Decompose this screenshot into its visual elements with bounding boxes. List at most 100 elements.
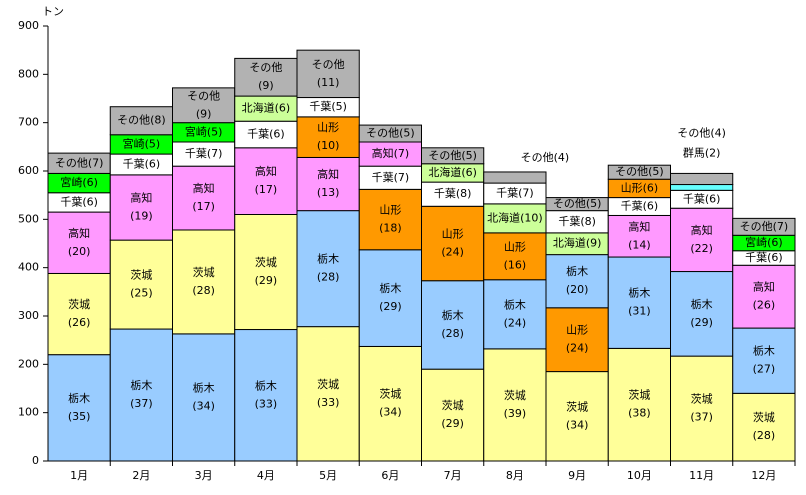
segment-share: (38) [628, 407, 651, 420]
segment-name: その他 [677, 126, 710, 139]
bar-segment [172, 229, 236, 335]
segment-share: (28) [192, 284, 215, 297]
bar-segment [483, 171, 547, 184]
y-tick-label: 200 [18, 357, 39, 370]
segment-label: 千葉(8) [434, 186, 472, 200]
segment-label: 群馬(2) [683, 145, 721, 159]
segment-name: 茨城 [193, 265, 215, 279]
segment-label: 山形(6) [621, 181, 659, 194]
y-tick-label: 900 [18, 19, 39, 32]
y-tick-label: 600 [18, 164, 39, 177]
segment-label: 千葉(6) [60, 194, 98, 208]
segment-label: 宮崎(6) [745, 235, 783, 249]
segment-name: 栃木 [504, 297, 526, 311]
segment-share: (5) [207, 125, 223, 138]
segment-share: (6) [767, 236, 783, 249]
segment-name: 山形 [442, 228, 464, 241]
bar-segment [109, 106, 173, 136]
segment-name: その他 [55, 156, 88, 169]
segment-share: (16) [504, 258, 527, 271]
bar-segment [670, 271, 734, 357]
segment-name: 栃木 [442, 308, 464, 322]
segment-name: 高知 [753, 280, 775, 294]
bar-segment [732, 217, 796, 236]
segment-share: (10) [520, 211, 543, 224]
segment-share: (14) [628, 238, 651, 251]
bar-segment [483, 348, 547, 462]
segment-name: 山形 [566, 324, 588, 337]
segment-share: (29) [441, 417, 464, 430]
bar-segment [109, 328, 173, 462]
x-tick-label: 4月 [257, 469, 275, 482]
segment-label: その他(4) [677, 126, 726, 139]
segment-label: その他(8) [117, 114, 166, 127]
segment-share: (6) [461, 166, 477, 179]
segment-label: 千葉(7) [185, 146, 223, 160]
y-axis-label: トン [42, 5, 64, 18]
segment-share: (7) [394, 147, 410, 160]
segment-share: (7) [207, 147, 223, 160]
segment-name: その他 [428, 149, 461, 162]
bar-segment [732, 327, 796, 394]
x-tick-label: 2月 [132, 469, 150, 482]
bar-segment [607, 164, 671, 180]
segment-name: 群馬 [683, 145, 705, 159]
bar-segment [172, 165, 236, 231]
x-tick-label: 10月 [627, 469, 652, 482]
segment-label: その他(7) [55, 156, 104, 169]
bar-segment [545, 307, 609, 373]
segment-share: (29) [255, 274, 278, 287]
segment-name: 栃木 [628, 286, 650, 300]
segment-share: (34) [192, 399, 215, 412]
bar-segment [607, 256, 671, 349]
bar-segment [421, 205, 485, 282]
x-tick-label: 9月 [568, 469, 586, 482]
segment-name: 千葉 [621, 199, 643, 213]
segment-share: (28) [441, 327, 464, 340]
segment-share: (5) [399, 127, 415, 140]
segment-share: (33) [255, 397, 278, 410]
y-tick-label: 800 [18, 67, 39, 80]
segment-share: (24) [566, 342, 589, 355]
segment-label: その他(5) [366, 127, 415, 140]
segment-name: その他 [615, 165, 648, 178]
bar-segment [732, 392, 796, 462]
segment-name: 千葉 [745, 250, 767, 264]
segment-share: (34) [566, 418, 589, 431]
segment-share: (20) [566, 283, 589, 296]
bar-segment [234, 95, 298, 122]
segment-share: (6) [643, 181, 659, 194]
y-tick-label: 500 [18, 212, 39, 225]
bar-segment [109, 174, 173, 241]
segment-name: 茨城 [691, 392, 713, 406]
segment-share: (25) [130, 287, 153, 300]
segment-share: (5) [145, 137, 161, 150]
segment-share: (8) [580, 215, 596, 228]
segment-label: 北海道(10) [487, 210, 543, 224]
segment-share: (17) [192, 200, 215, 213]
segment-label: その他(7) [740, 220, 789, 233]
segment-name: 栃木 [193, 380, 215, 394]
segment-share: (31) [628, 305, 651, 318]
segment-share: (5) [331, 100, 347, 113]
segment-name: 千葉 [309, 99, 331, 113]
segment-name: 栃木 [68, 391, 90, 405]
segment-label: 千葉(6) [247, 127, 285, 141]
x-tick-label: 12月 [751, 469, 776, 482]
segment-share: (11) [317, 76, 340, 89]
segment-share: (8) [456, 187, 472, 200]
segment-label: 北海道(6) [242, 101, 291, 115]
segment-share: (8) [150, 114, 166, 127]
bar-segment [296, 210, 360, 328]
y-tick-label: 0 [32, 454, 39, 467]
segment-name: その他 [521, 151, 554, 164]
segment-name: 茨城 [379, 387, 401, 401]
bar-segment [296, 156, 360, 212]
segment-name: 山形 [621, 181, 643, 194]
segment-share: (34) [379, 406, 402, 419]
segment-label: その他(5) [615, 165, 664, 178]
bar-segment [296, 49, 360, 99]
segment-label: 北海道(9) [553, 236, 602, 250]
segment-name: 茨城 [317, 377, 339, 391]
